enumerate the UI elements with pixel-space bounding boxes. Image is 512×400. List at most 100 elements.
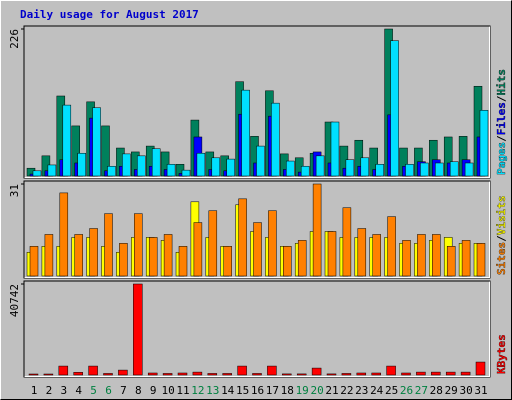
bar xyxy=(297,240,307,277)
bar xyxy=(163,234,173,277)
legend-entry: Pages xyxy=(495,142,508,175)
x-tick-label: 22 xyxy=(340,384,353,397)
bar xyxy=(147,372,158,376)
bar xyxy=(296,373,307,376)
x-tick-label: 19 xyxy=(296,384,309,397)
legend-separator: / xyxy=(495,135,508,142)
bar xyxy=(211,157,221,177)
bar xyxy=(330,121,340,177)
legend: Pages/Files/Hits xyxy=(495,69,508,175)
legend-entry: Files xyxy=(495,102,508,135)
bar xyxy=(446,246,456,277)
bar xyxy=(166,164,176,177)
bar xyxy=(193,222,203,277)
bar xyxy=(375,164,384,177)
bar xyxy=(461,240,471,277)
bar xyxy=(405,164,414,177)
bar xyxy=(387,216,396,277)
bar xyxy=(357,228,367,277)
x-tick-label: 11 xyxy=(176,384,189,397)
bar xyxy=(58,365,69,376)
bar xyxy=(420,162,429,177)
bar xyxy=(372,234,381,277)
x-tick-label: 28 xyxy=(430,384,443,397)
bar xyxy=(226,158,235,177)
bar xyxy=(107,165,116,177)
bar xyxy=(283,246,292,277)
y-tick-label: 226 xyxy=(8,29,21,49)
bar xyxy=(223,246,232,277)
bar xyxy=(29,246,39,277)
x-tick-label: 12 xyxy=(191,384,204,397)
bar xyxy=(445,371,456,376)
legend: Sites/Visits xyxy=(495,196,508,276)
panel-highlight xyxy=(24,181,490,278)
x-tick-label: 4 xyxy=(75,384,82,397)
bar xyxy=(74,234,83,277)
bar xyxy=(59,192,69,277)
bar xyxy=(43,373,54,376)
bar xyxy=(286,160,295,177)
bar xyxy=(104,213,113,277)
x-tick-label: 2 xyxy=(46,384,53,397)
bar xyxy=(88,365,98,376)
bar xyxy=(28,373,39,376)
bar xyxy=(432,234,441,277)
bar xyxy=(181,169,191,177)
bar xyxy=(222,373,232,376)
bar xyxy=(360,157,370,177)
y-tick-label: 40742 xyxy=(8,284,21,317)
legend-entry: Sites xyxy=(495,242,508,275)
bar xyxy=(151,148,161,177)
x-tick-label: 30 xyxy=(459,384,472,397)
x-tick-label: 18 xyxy=(281,384,294,397)
bar xyxy=(196,152,206,177)
bar xyxy=(341,373,352,376)
x-tick-label: 5 xyxy=(90,384,97,397)
bar xyxy=(192,371,203,376)
bar xyxy=(44,234,54,277)
bar xyxy=(267,365,277,376)
bar xyxy=(402,240,411,277)
x-tick-label: 16 xyxy=(251,384,264,397)
bar xyxy=(208,210,218,277)
bar xyxy=(133,283,143,376)
bar xyxy=(342,207,352,277)
bar xyxy=(312,183,322,277)
legend-separator: / xyxy=(495,95,508,102)
legend-entry: Visits xyxy=(495,196,508,236)
bar xyxy=(92,107,101,177)
panel xyxy=(23,280,491,378)
bar xyxy=(89,228,98,277)
bar xyxy=(238,198,247,277)
panel-highlight xyxy=(24,26,490,178)
bar xyxy=(282,373,292,376)
bar xyxy=(356,372,367,376)
bar xyxy=(417,234,426,277)
bar xyxy=(479,110,489,177)
bar xyxy=(271,102,280,177)
bar xyxy=(435,162,444,177)
x-tick-label: 15 xyxy=(236,384,249,397)
legend-separator: / xyxy=(495,235,508,242)
y-tick-label: 31 xyxy=(8,184,21,197)
legend: KBytes xyxy=(495,334,508,374)
x-tick-label: 7 xyxy=(120,384,127,397)
x-tick-label: 9 xyxy=(150,384,157,397)
bar xyxy=(103,373,113,376)
legend-entry: Hits xyxy=(495,69,508,96)
x-tick-label: 25 xyxy=(385,384,398,397)
x-tick-label: 1 xyxy=(31,384,38,397)
bar xyxy=(475,361,486,376)
bar xyxy=(237,365,247,376)
x-tick-label: 13 xyxy=(206,384,219,397)
bar xyxy=(162,373,173,376)
bar xyxy=(345,159,355,177)
bar xyxy=(390,40,399,177)
x-tick-label: 3 xyxy=(60,384,67,397)
bar xyxy=(300,165,310,177)
x-tick-label: 23 xyxy=(355,384,368,397)
bar xyxy=(77,152,86,177)
